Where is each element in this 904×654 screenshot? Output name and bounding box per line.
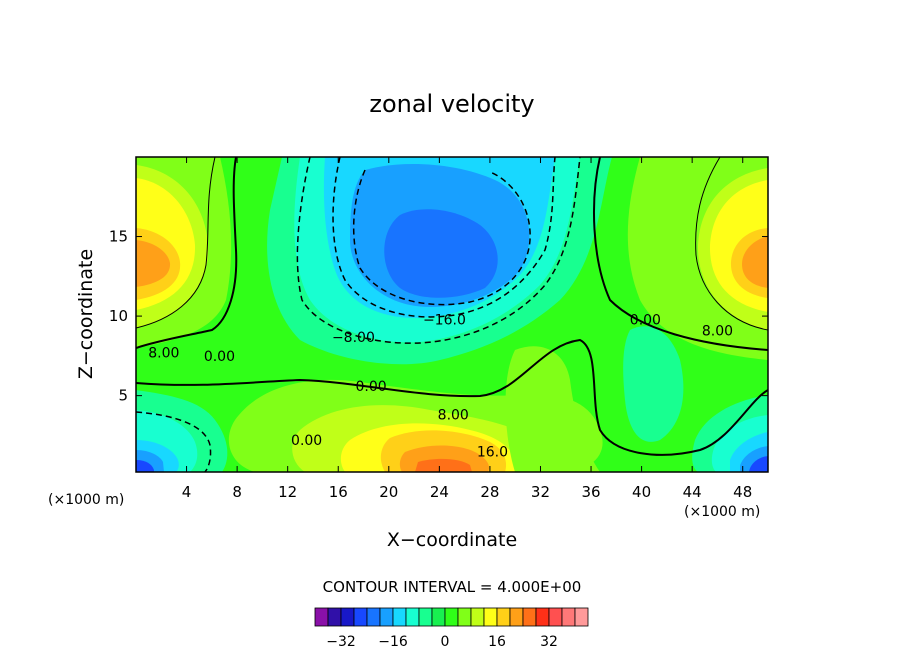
- x-axis-label: X−coordinate: [387, 529, 517, 551]
- contour-right-thick: [593, 157, 768, 351]
- colorbar-swatch: [366, 607, 381, 627]
- region-rightcenter-lightgreen: [505, 346, 600, 472]
- contour-labels: 8.00 0.00 0.00 8.00 −16.0 −8.00 0.00 8.00 16.0 0.…: [148, 312, 733, 460]
- colorbar-swatch: [418, 607, 433, 627]
- colorbar-swatch: [353, 607, 368, 627]
- x-tick-label: 12: [278, 483, 297, 501]
- colorbar: −32 −16 0 16 32: [314, 607, 589, 650]
- region-bl-blue: [136, 460, 154, 472]
- contour-center-dashed-outer: [296, 157, 581, 344]
- colorbar-swatch: [327, 607, 342, 627]
- x-tick-label: 20: [379, 483, 398, 501]
- colorbar-tick-label: −16: [378, 634, 408, 650]
- colorbar-swatch: [392, 607, 407, 627]
- plot-frame: [135, 156, 769, 473]
- colorbar-swatch: [470, 607, 485, 627]
- region-center-blue: [384, 209, 498, 298]
- region-right-orange: [742, 236, 768, 288]
- y-tick-label: 10: [109, 307, 128, 325]
- colorbar-swatch: [431, 607, 446, 627]
- colorbar-swatch: [509, 607, 524, 627]
- colorbar-tick-label: 16: [488, 634, 506, 650]
- contour-label: 0.00: [356, 379, 387, 395]
- contour-label: 0.00: [204, 349, 235, 365]
- x-tick-label: 44: [683, 483, 702, 501]
- x-tick-label: 40: [632, 483, 651, 501]
- x-unit-right: (×1000 m): [684, 504, 760, 520]
- colorbar-swatch: [548, 607, 563, 627]
- contour-label: 16.0: [477, 444, 508, 460]
- colorbar-swatch: [405, 607, 420, 627]
- contour-right-thin: [695, 157, 768, 331]
- y-axis-label: Z−coordinate: [75, 249, 97, 379]
- contour-left-thin: [136, 157, 216, 329]
- y-axis-ticks: 5 10 15: [109, 228, 768, 405]
- y-tick-label: 5: [118, 387, 128, 405]
- region-bottom-red: [415, 458, 472, 472]
- x-tick-label: 8: [232, 483, 242, 501]
- colorbar-swatch: [561, 607, 576, 627]
- contour-label: 0.00: [291, 433, 322, 449]
- colorbar-swatch: [314, 607, 329, 627]
- contour-bottom-dashed: [136, 411, 212, 472]
- contour-label: 0.00: [630, 312, 661, 328]
- contour-bottom-thick: [136, 338, 768, 456]
- plot-area: 8.00 0.00 0.00 8.00 −16.0 −8.00 0.00 8.00 16.0 0.…: [136, 157, 768, 472]
- contour-label: −8.00: [332, 330, 375, 346]
- contour-label: −16.0: [423, 312, 466, 328]
- colorbar-swatch: [444, 607, 459, 627]
- colorbar-tick-label: −32: [326, 634, 356, 650]
- region-br-blue: [749, 456, 768, 472]
- contour-lines: [136, 157, 768, 472]
- x-tick-label: 24: [430, 483, 449, 501]
- contour-left-thick: [136, 157, 238, 349]
- x-tick-label: 32: [531, 483, 550, 501]
- colorbar-tick-label: 32: [540, 634, 558, 650]
- colorbar-swatch: [496, 607, 511, 627]
- x-tick-label: 48: [733, 483, 752, 501]
- x-tick-label: 16: [329, 483, 348, 501]
- colorbar-swatch: [574, 607, 589, 627]
- x-tick-label: 36: [581, 483, 600, 501]
- region-left-orange: [136, 240, 171, 287]
- colorbar-swatch: [535, 607, 550, 627]
- x-tick-label: 28: [480, 483, 499, 501]
- colorbar-swatch: [522, 607, 537, 627]
- y-tick-label: 15: [109, 228, 128, 246]
- colorbar-tick-label: 0: [441, 634, 450, 650]
- colorbar-swatch: [483, 607, 498, 627]
- x-axis-ticks: 4 8 12 16 20 24 28 32 36 40 44 48: [182, 157, 752, 501]
- chart-title: zonal velocity: [369, 90, 534, 118]
- contour-label: 8.00: [438, 408, 469, 424]
- contour-label: 8.00: [702, 323, 733, 339]
- colorbar-swatch: [340, 607, 355, 627]
- x-tick-label: 4: [182, 483, 192, 501]
- colorbar-swatch: [457, 607, 472, 627]
- region-x40-mint: [623, 326, 684, 442]
- contour-label: 8.00: [148, 346, 179, 362]
- colorbar-swatch: [379, 607, 394, 627]
- contour-interval-text: CONTOUR INTERVAL = 4.000E+00: [323, 578, 582, 596]
- contour-center-dashed-mid: [332, 157, 556, 318]
- x-unit-left: (×1000 m): [48, 492, 124, 508]
